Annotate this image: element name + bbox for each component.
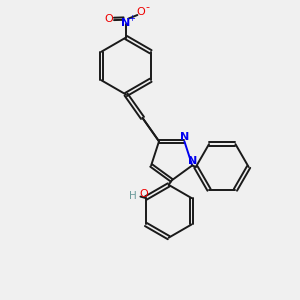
Text: N: N xyxy=(188,156,197,166)
Text: O: O xyxy=(139,190,148,200)
Text: O: O xyxy=(105,14,114,24)
Text: N: N xyxy=(180,132,189,142)
Text: H: H xyxy=(129,191,137,201)
Text: O: O xyxy=(136,7,146,17)
Text: +: + xyxy=(128,14,135,23)
Text: N: N xyxy=(121,17,130,28)
Text: -: - xyxy=(146,2,150,13)
